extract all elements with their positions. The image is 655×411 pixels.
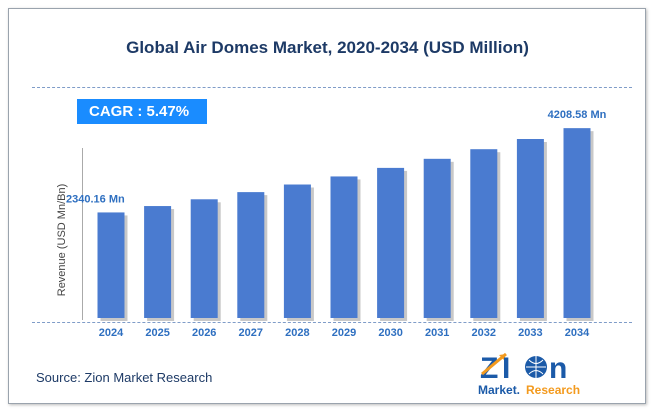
bar-2027 [237,192,265,318]
x-tick-label: 2025 [145,327,169,339]
x-tick-label: 2031 [425,327,449,339]
x-tick-label: 2029 [332,327,356,339]
x-tick-label: 2024 [99,327,124,339]
x-tick-label: 2030 [378,327,402,339]
top-divider [32,87,632,88]
cagr-badge: CAGR : 5.47% [77,99,207,124]
bar-2034 [563,128,591,318]
source-text: Source: Zion Market Research [36,370,213,385]
data-label-last: 4208.58 Mn [548,109,607,121]
bar-2032 [470,149,498,318]
x-tick-label: 2027 [239,327,263,339]
zion-logo: Z I n Market. Research [478,352,580,397]
svg-text:I: I [502,352,510,385]
bar-2025 [144,206,172,318]
svg-text:Research: Research [526,383,580,397]
bar-2024 [97,212,125,318]
chart-title: Global Air Domes Market, 2020-2034 (USD … [126,38,529,57]
baseline-divider [32,322,632,323]
bar-2026 [190,199,218,318]
x-tick-label: 2032 [472,327,496,339]
svg-text:n: n [549,352,567,385]
bar-2031 [423,158,451,318]
x-tick-label: 2026 [192,327,216,339]
chart-frame [8,8,646,404]
svg-text:Market.: Market. [478,383,520,397]
bar-2028 [283,184,311,318]
x-tick-label: 2033 [518,327,542,339]
bar-2030 [377,167,405,318]
x-tick-label: 2034 [565,327,590,339]
x-tick-label: 2028 [285,327,309,339]
bar-2029 [330,176,358,318]
bar-2033 [516,138,544,318]
y-axis-line [82,148,83,320]
data-label-first: 2340.16 Mn [66,193,125,205]
